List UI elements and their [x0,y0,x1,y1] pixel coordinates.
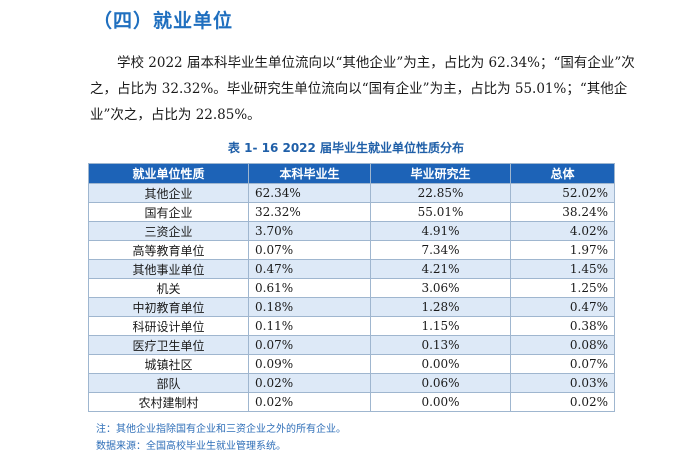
cell-undergraduate: 0.02% [248,373,371,393]
cell-postgraduate: 4.91% [370,221,511,241]
cell-overall: 52.02% [510,183,615,203]
table-row: 机关 0.61% 3.06% 1.25% [88,278,615,298]
section-title: （四）就业单位 [93,10,234,32]
cell-unit-type: 国有企业 [88,202,249,222]
table-row: 医疗卫生单位 0.07% 0.13% 0.08% [88,335,615,355]
cell-overall: 1.45% [510,259,615,279]
cell-unit-type: 城镇社区 [88,354,249,374]
cell-undergraduate: 62.34% [248,183,371,203]
cell-unit-type: 高等教育单位 [88,240,249,260]
cell-undergraduate: 0.09% [248,354,371,374]
cell-postgraduate: 0.13% [370,335,511,355]
header-unit-type: 就业单位性质 [88,163,249,184]
table-row: 中初教育单位 0.18% 1.28% 0.47% [88,297,615,317]
cell-overall: 1.97% [510,240,615,260]
table-row: 三资企业 3.70% 4.91% 4.02% [88,221,615,241]
cell-unit-type: 科研设计单位 [88,316,249,336]
cell-unit-type: 中初教育单位 [88,297,249,317]
cell-undergraduate: 3.70% [248,221,371,241]
header-undergraduate: 本科毕业生 [248,163,371,184]
cell-postgraduate: 3.06% [370,278,511,298]
cell-unit-type: 医疗卫生单位 [88,335,249,355]
cell-overall: 0.07% [510,354,615,374]
cell-unit-type: 其他事业单位 [88,259,249,279]
cell-overall: 4.02% [510,221,615,241]
cell-undergraduate: 0.07% [248,240,371,260]
cell-overall: 38.24% [510,202,615,222]
paragraph-text: 学校 2022 届本科毕业生单位流向以“其他企业”为主，占比为 62.34%；“… [90,55,635,123]
cell-undergraduate: 0.18% [248,297,371,317]
table-row: 其他事业单位 0.47% 4.21% 1.45% [88,259,615,279]
cell-overall: 0.03% [510,373,615,393]
cell-overall: 0.47% [510,297,615,317]
intro-paragraph: 学校 2022 届本科毕业生单位流向以“其他企业”为主，占比为 62.34%；“… [90,50,650,128]
cell-undergraduate: 0.47% [248,259,371,279]
cell-postgraduate: 1.15% [370,316,511,336]
cell-postgraduate: 0.00% [370,354,511,374]
table-row: 科研设计单位 0.11% 1.15% 0.38% [88,316,615,336]
cell-undergraduate: 0.61% [248,278,371,298]
cell-unit-type: 其他企业 [88,183,249,203]
table-row: 农村建制村 0.02% 0.00% 0.02% [88,392,615,412]
cell-postgraduate: 0.00% [370,392,511,412]
cell-overall: 0.08% [510,335,615,355]
table-notes: 注：其他企业指除国有企业和三资企业之外的所有企业。 数据来源：全国高校毕业生就业… [96,421,346,455]
table-caption: 表 1- 16 2022 届毕业生就业单位性质分布 [227,141,465,155]
cell-undergraduate: 0.02% [248,392,371,412]
table-row: 其他企业 62.34% 22.85% 52.02% [88,183,615,203]
table-row: 部队 0.02% 0.06% 0.03% [88,373,615,393]
cell-overall: 0.38% [510,316,615,336]
cell-overall: 1.25% [510,278,615,298]
header-postgraduate: 毕业研究生 [370,163,511,184]
table-row: 国有企业 32.32% 55.01% 38.24% [88,202,615,222]
cell-postgraduate: 0.06% [370,373,511,393]
table-header-row: 就业单位性质 本科毕业生 毕业研究生 总体 [88,163,615,184]
header-overall: 总体 [510,163,615,184]
cell-overall: 0.02% [510,392,615,412]
cell-postgraduate: 1.28% [370,297,511,317]
cell-postgraduate: 4.21% [370,259,511,279]
cell-unit-type: 机关 [88,278,249,298]
cell-unit-type: 部队 [88,373,249,393]
cell-undergraduate: 32.32% [248,202,371,222]
note-text: 注：其他企业指除国有企业和三资企业之外的所有企业。 [96,424,346,435]
cell-undergraduate: 0.11% [248,316,371,336]
cell-unit-type: 农村建制村 [88,392,249,412]
table-row: 高等教育单位 0.07% 7.34% 1.97% [88,240,615,260]
cell-postgraduate: 55.01% [370,202,511,222]
table-row: 城镇社区 0.09% 0.00% 0.07% [88,354,615,374]
cell-undergraduate: 0.07% [248,335,371,355]
cell-unit-type: 三资企业 [88,221,249,241]
source-text: 数据来源：全国高校毕业生就业管理系统。 [96,441,286,452]
employment-unit-table: 就业单位性质 本科毕业生 毕业研究生 总体 其他企业 62.34% 22.85% 52… [88,163,615,412]
cell-postgraduate: 22.85% [370,183,511,203]
cell-postgraduate: 7.34% [370,240,511,260]
